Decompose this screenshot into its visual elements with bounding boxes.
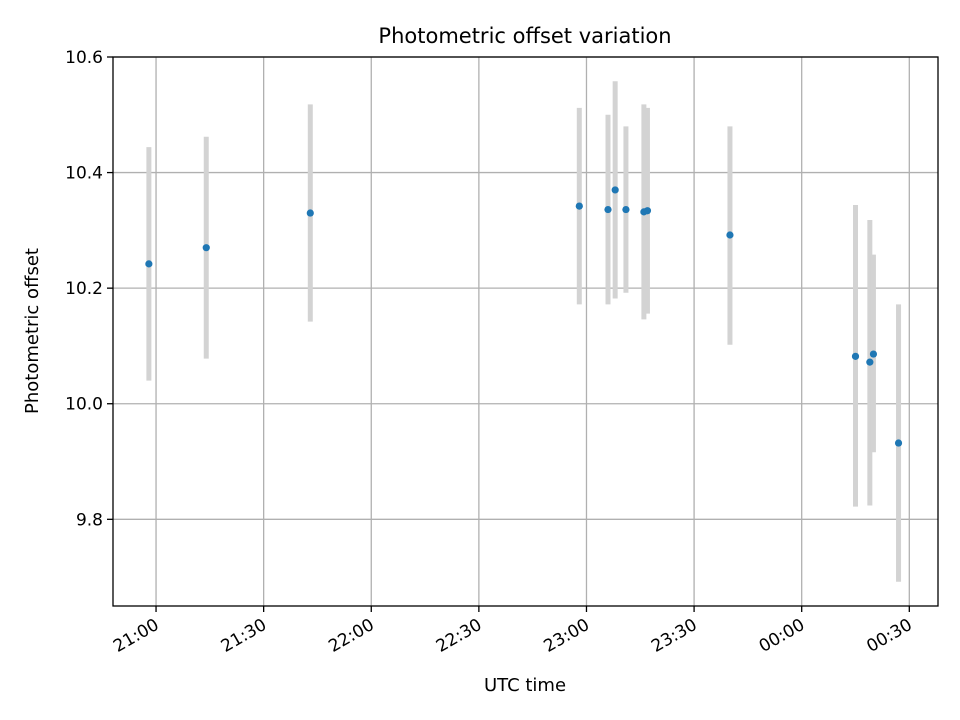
data-point [643, 207, 652, 215]
y-tick-label: 10.6 [65, 48, 103, 68]
y-tick-label: 10.0 [65, 395, 103, 415]
data-point [894, 439, 903, 447]
data-point [851, 352, 860, 360]
data-point [306, 209, 314, 217]
y-axis-label: Photometric offset [22, 248, 43, 414]
y-tick-label: 10.4 [65, 164, 103, 184]
chart-title: Photometric offset variation [378, 24, 671, 48]
plot-frame [112, 56, 939, 607]
y-tick-label: 9.8 [76, 510, 103, 530]
data-point [622, 205, 630, 214]
data-points [145, 186, 903, 447]
y-tick-label: 10.2 [65, 279, 103, 299]
data-point [145, 260, 153, 268]
data-point [202, 244, 210, 252]
data-point [604, 205, 612, 214]
data-point [611, 186, 619, 194]
data-point [866, 358, 874, 366]
data-point [726, 231, 734, 239]
x-axis-label: UTC time [484, 675, 566, 696]
data-point [869, 350, 878, 358]
data-point [575, 202, 583, 210]
